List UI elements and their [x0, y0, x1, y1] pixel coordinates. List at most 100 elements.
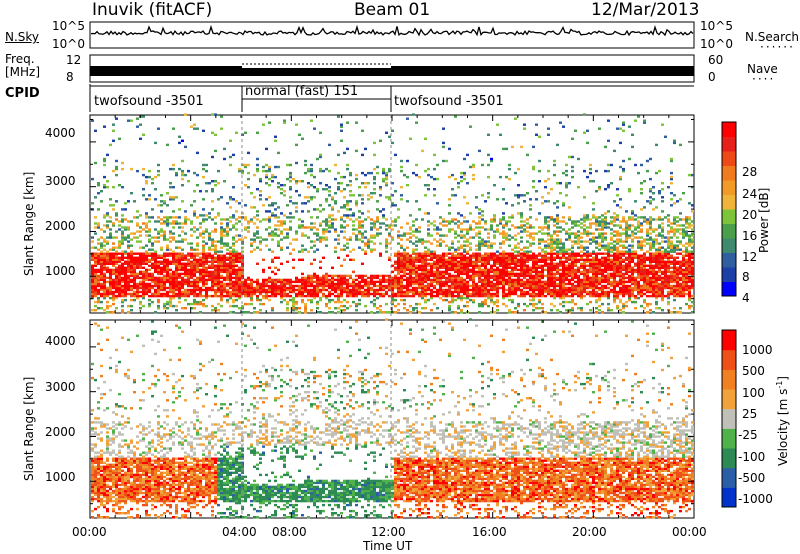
- power-cell: [154, 260, 157, 263]
- power-cell: [226, 300, 229, 304]
- power-cell: [580, 250, 583, 253]
- power-cell: [517, 252, 520, 255]
- power-cell: [556, 294, 559, 298]
- power-cell: [499, 268, 502, 272]
- power-cell: [487, 133, 490, 136]
- power-cell: [520, 294, 523, 298]
- power-cell: [310, 280, 313, 284]
- power-cell: [433, 302, 436, 306]
- power-cell: [451, 278, 454, 282]
- power-cell: [496, 309, 499, 312]
- power-cell: [466, 228, 469, 231]
- power-cell: [433, 266, 436, 269]
- power-cell: [142, 290, 145, 294]
- power-cell: [304, 307, 307, 310]
- power-cell: [529, 232, 532, 235]
- power-cell: [157, 173, 160, 177]
- power-cell: [148, 294, 151, 298]
- power-cell: [121, 240, 124, 243]
- power-cell: [223, 147, 226, 151]
- power-cell: [190, 246, 193, 249]
- power-cell: [184, 258, 187, 261]
- power-cell: [409, 278, 412, 282]
- power-cell: [481, 226, 484, 229]
- power-cell: [499, 280, 502, 284]
- power-cell: [274, 284, 277, 288]
- power-cell: [196, 282, 199, 286]
- power-cell: [385, 224, 388, 227]
- power-cell: [232, 266, 235, 269]
- power-cell: [223, 288, 226, 292]
- power-cell: [334, 202, 337, 205]
- power-cell: [208, 246, 211, 249]
- power-cell: [274, 224, 277, 227]
- power-cell: [109, 258, 112, 261]
- power-cell: [487, 256, 490, 259]
- power-cell: [583, 258, 586, 261]
- power-cell: [367, 290, 370, 294]
- power-cell: [568, 254, 571, 257]
- power-cell: [508, 298, 511, 302]
- power-cell: [304, 159, 307, 163]
- power-cell: [229, 260, 232, 263]
- power-cell: [496, 286, 499, 290]
- power-cell: [454, 254, 457, 257]
- power-cell: [196, 244, 199, 247]
- power-cell: [175, 240, 178, 243]
- power-cell: [343, 290, 346, 294]
- power-cell: [298, 226, 301, 229]
- power-cell: [478, 270, 481, 274]
- power-cell: [157, 204, 160, 207]
- power-cell: [100, 292, 103, 296]
- power-cell: [214, 276, 217, 280]
- power-cell: [283, 294, 286, 298]
- power-cell: [268, 220, 271, 223]
- power-cell: [259, 282, 262, 286]
- power-cell: [214, 222, 217, 225]
- power-cell: [589, 309, 592, 312]
- power-cell: [205, 274, 208, 278]
- power-cell: [307, 250, 310, 253]
- power-cell: [145, 222, 148, 225]
- power-cell: [229, 276, 232, 280]
- power-cell: [118, 240, 121, 243]
- power-cell: [196, 252, 199, 255]
- power-cell: [274, 292, 277, 296]
- power-cell: [157, 264, 160, 267]
- power-cell: [286, 234, 289, 237]
- power-cell: [484, 222, 487, 225]
- power-cell: [121, 284, 124, 288]
- power-cell: [124, 282, 127, 286]
- power-cell: [568, 309, 571, 312]
- power-cell: [406, 238, 409, 241]
- power-cell: [604, 292, 607, 296]
- power-cell: [298, 288, 301, 292]
- power-cell: [427, 258, 430, 261]
- power-cell: [538, 169, 541, 173]
- power-cell: [436, 276, 439, 280]
- power-cell: [130, 274, 133, 278]
- power-cell: [574, 254, 577, 257]
- power-cell: [316, 286, 319, 290]
- power-cell: [298, 290, 301, 294]
- power-cell: [580, 309, 583, 312]
- power-cell: [457, 186, 460, 189]
- power-cell: [163, 202, 166, 205]
- power-cell: [166, 216, 169, 219]
- power-cell: [175, 260, 178, 263]
- power-cell: [361, 234, 364, 237]
- power-cell: [595, 260, 598, 263]
- power-cell: [556, 230, 559, 233]
- power-cell: [586, 272, 589, 276]
- power-cell: [574, 222, 577, 225]
- power-cell: [340, 284, 343, 288]
- power-cell: [454, 290, 457, 294]
- power-cell: [220, 222, 223, 225]
- power-cell: [388, 256, 391, 259]
- power-cell: [511, 284, 514, 288]
- power-cell: [217, 288, 220, 292]
- power-cell: [586, 250, 589, 253]
- power-cell: [259, 190, 262, 193]
- power-cell: [181, 292, 184, 296]
- power-cell: [352, 194, 355, 197]
